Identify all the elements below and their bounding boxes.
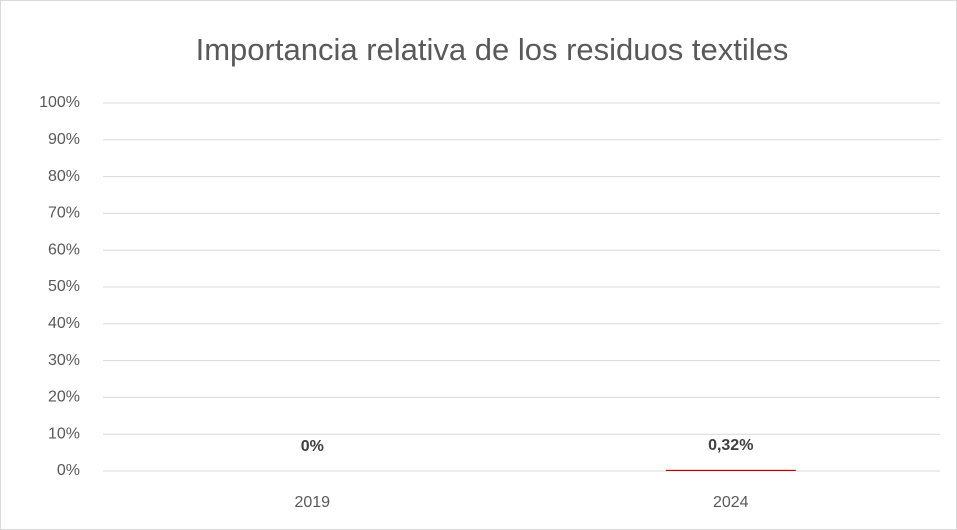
y-tick-label: 30% [48, 352, 80, 369]
y-tick-label: 70% [48, 205, 80, 222]
data-label: 0% [301, 438, 324, 455]
y-tick-label: 100% [39, 94, 80, 111]
x-tick-label: 2024 [713, 494, 749, 511]
y-tick-label: 80% [48, 168, 80, 185]
y-tick-label: 50% [48, 278, 80, 295]
y-tick-label: 60% [48, 241, 80, 258]
y-tick-label: 40% [48, 315, 80, 332]
data-label: 0,32% [708, 437, 753, 454]
chart-title: Importancia relativa de los residuos tex… [196, 32, 789, 67]
y-tick-label: 0% [57, 462, 80, 479]
y-tick-label: 10% [48, 425, 80, 442]
y-tick-label: 20% [48, 389, 80, 406]
bar [665, 469, 796, 471]
y-tick-label: 90% [48, 131, 80, 148]
x-tick-label: 2019 [294, 494, 330, 511]
